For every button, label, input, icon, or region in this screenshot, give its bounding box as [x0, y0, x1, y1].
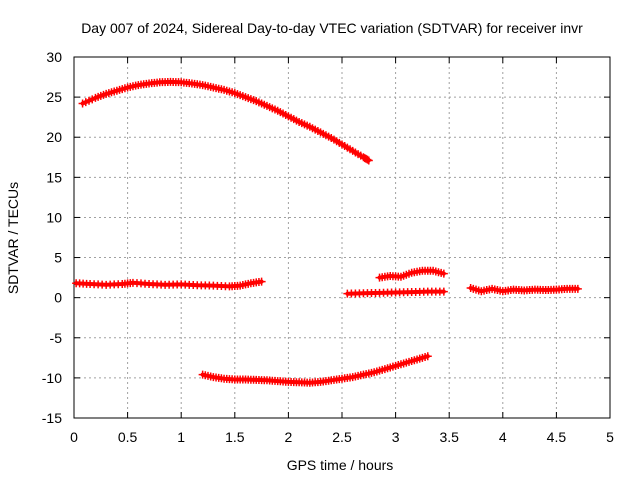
- x-tick-label: 3: [392, 429, 400, 445]
- y-tick-label: 10: [46, 209, 62, 225]
- x-tick-label: 2.5: [332, 429, 352, 445]
- x-tick-label: 4.5: [547, 429, 567, 445]
- data-point: [364, 156, 373, 165]
- series-track-1: [78, 77, 373, 165]
- grid: [74, 57, 610, 418]
- data-point: [363, 155, 372, 164]
- data-point: [423, 352, 432, 361]
- data-series: [72, 77, 582, 387]
- chart-title: Day 007 of 2024, Sidereal Day-to-day VTE…: [81, 20, 583, 36]
- data-point: [439, 287, 448, 296]
- y-tick-label: 5: [54, 250, 62, 266]
- x-tick-label: 0.5: [118, 429, 138, 445]
- y-tick-label: -5: [50, 330, 63, 346]
- x-tick-label: 1.5: [225, 429, 245, 445]
- x-axis-label: GPS time / hours: [287, 457, 394, 473]
- series-track-2: [72, 277, 266, 291]
- data-point: [439, 269, 448, 278]
- series-track-4: [375, 266, 448, 282]
- y-tick-label: 0: [54, 290, 62, 306]
- y-tick-label: 15: [46, 169, 62, 185]
- y-axis-label: SDTVAR / TECUs: [5, 182, 21, 294]
- axis-ticks: 0 0.5 1 1.5 2 2.5 3 3.5 4 4.5 5 -15 -10 -5 0 5 10 15 20 25 3…: [42, 49, 614, 445]
- series-track-5: [466, 284, 582, 296]
- series-track-3: [343, 287, 448, 298]
- x-tick-label: 3.5: [439, 429, 459, 445]
- y-tick-label: 20: [46, 129, 62, 145]
- x-tick-label: 1: [177, 429, 185, 445]
- y-tick-label: 25: [46, 89, 62, 105]
- x-tick-label: 5: [606, 429, 614, 445]
- x-tick-label: 2: [285, 429, 293, 445]
- y-tick-label: 30: [46, 49, 62, 65]
- y-tick-label: -15: [42, 410, 62, 426]
- data-point: [573, 284, 582, 293]
- series-track-6: [198, 352, 432, 387]
- data-point: [257, 277, 266, 286]
- x-tick-label: 4: [499, 429, 507, 445]
- y-tick-label: -10: [42, 370, 62, 386]
- x-tick-label: 0: [70, 429, 78, 445]
